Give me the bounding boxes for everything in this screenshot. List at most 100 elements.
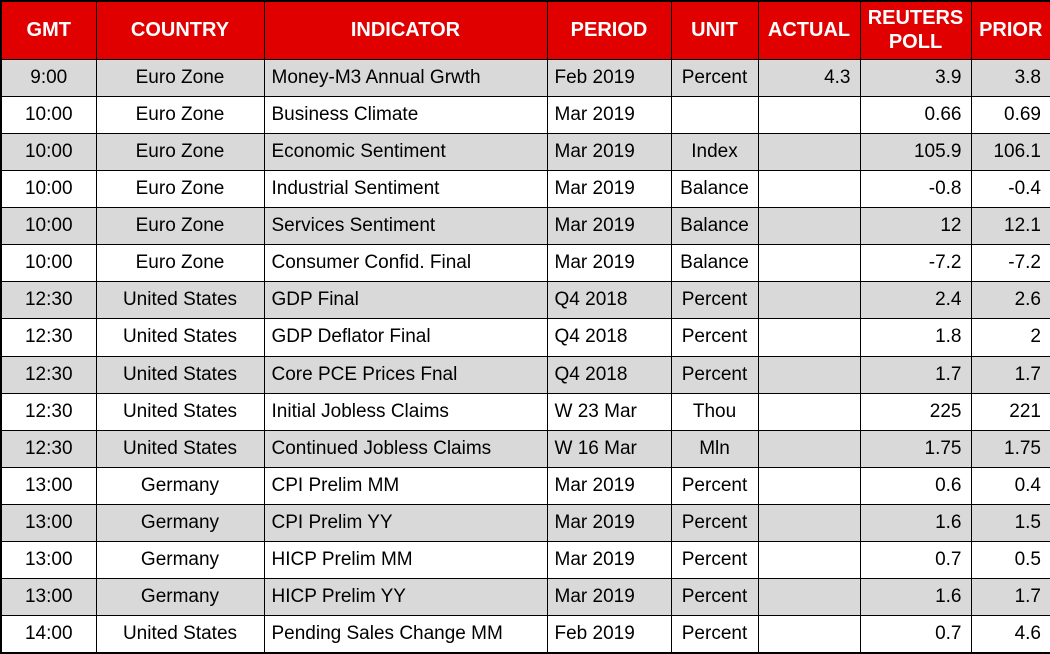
cell-unit: Percent [670,318,759,357]
cell-country: Euro Zone [95,206,265,246]
cell-unit: Index [670,132,759,171]
cell-country: Euro Zone [95,58,265,97]
cell-gmt: 9:00 [0,58,97,97]
table-body: 9:00 Euro Zone Money-M3 Annual Grwth Feb… [0,58,1050,654]
cell-unit: Balance [670,244,759,283]
cell-gmt: 12:30 [0,355,97,394]
table-row: 13:00 Germany HICP Prelim YY Mar 2019 Pe… [0,578,1050,617]
cell-prior: 0.4 [970,466,1050,506]
table-row: 12:30 United States GDP Deflator Final Q… [0,318,1050,357]
column-header-country: COUNTRY [95,0,265,60]
cell-country: Euro Zone [95,169,265,209]
cell-reuters-poll: 3.9 [859,58,972,97]
cell-period: Q4 2018 [546,281,672,320]
cell-indicator: Services Sentiment [263,206,548,246]
cell-prior: 12.1 [970,206,1050,246]
cell-indicator: Money-M3 Annual Grwth [263,58,548,97]
header-row: GMT COUNTRY INDICATOR PERIOD UNIT ACTUAL… [0,0,1050,60]
column-header-actual: ACTUAL [757,0,861,60]
table-row: 12:30 United States GDP Final Q4 2018 Pe… [0,281,1050,320]
cell-indicator: Core PCE Prices Fnal [263,355,548,394]
cell-period: Mar 2019 [546,541,672,580]
cell-reuters-poll: 0.7 [859,541,972,580]
cell-reuters-poll: 1.75 [859,429,972,468]
cell-country: United States [95,355,265,394]
table-row: 10:00 Euro Zone Industrial Sentiment Mar… [0,169,1050,209]
cell-unit: Percent [670,281,759,320]
cell-country: Euro Zone [95,95,265,134]
cell-actual [757,95,861,134]
cell-country: United States [95,318,265,357]
cell-indicator: GDP Deflator Final [263,318,548,357]
cell-gmt: 12:30 [0,392,97,431]
cell-period: W 16 Mar [546,429,672,468]
cell-reuters-poll: 12 [859,206,972,246]
cell-gmt: 14:00 [0,615,97,654]
cell-prior: -0.4 [970,169,1050,209]
cell-prior: 1.7 [970,578,1050,617]
table-row: 14:00 United States Pending Sales Change… [0,615,1050,654]
cell-prior: 1.5 [970,503,1050,543]
column-header-prior: PRIOR [970,0,1050,60]
cell-gmt: 12:30 [0,318,97,357]
cell-actual [757,615,861,654]
cell-reuters-poll: 1.8 [859,318,972,357]
table-row: 12:30 United States Initial Jobless Clai… [0,392,1050,431]
cell-gmt: 12:30 [0,281,97,320]
cell-country: Germany [95,578,265,617]
column-header-indicator: INDICATOR [263,0,548,60]
cell-actual [757,429,861,468]
cell-prior: 3.8 [970,58,1050,97]
cell-reuters-poll: 105.9 [859,132,972,171]
cell-prior: 0.69 [970,95,1050,134]
cell-indicator: Pending Sales Change MM [263,615,548,654]
cell-gmt: 12:30 [0,429,97,468]
cell-unit: Percent [670,615,759,654]
cell-period: W 23 Mar [546,392,672,431]
cell-gmt: 13:00 [0,466,97,506]
cell-actual [757,318,861,357]
cell-actual [757,244,861,283]
cell-country: Germany [95,466,265,506]
cell-period: Q4 2018 [546,318,672,357]
cell-gmt: 13:00 [0,541,97,580]
cell-unit: Mln [670,429,759,468]
cell-reuters-poll: 0.6 [859,466,972,506]
cell-prior: 221 [970,392,1050,431]
cell-indicator: Economic Sentiment [263,132,548,171]
cell-unit: Percent [670,466,759,506]
cell-indicator: Consumer Confid. Final [263,244,548,283]
cell-prior: 1.7 [970,355,1050,394]
cell-reuters-poll: -7.2 [859,244,972,283]
cell-indicator: CPI Prelim YY [263,503,548,543]
cell-actual [757,578,861,617]
cell-period: Mar 2019 [546,95,672,134]
cell-country: Germany [95,503,265,543]
cell-country: Euro Zone [95,244,265,283]
cell-reuters-poll: 0.7 [859,615,972,654]
column-header-gmt: GMT [0,0,97,60]
cell-country: Euro Zone [95,132,265,171]
table-row: 10:00 Euro Zone Services Sentiment Mar 2… [0,206,1050,246]
table-row: 9:00 Euro Zone Money-M3 Annual Grwth Feb… [0,58,1050,97]
table-row: 12:30 United States Continued Jobless Cl… [0,429,1050,468]
cell-unit: Percent [670,541,759,580]
table-row: 10:00 Euro Zone Economic Sentiment Mar 2… [0,132,1050,171]
cell-reuters-poll: 0.66 [859,95,972,134]
column-header-unit: UNIT [670,0,759,60]
cell-unit: Percent [670,503,759,543]
cell-reuters-poll: 1.7 [859,355,972,394]
cell-period: Mar 2019 [546,132,672,171]
cell-unit: Thou [670,392,759,431]
cell-prior: 4.6 [970,615,1050,654]
cell-unit: Balance [670,169,759,209]
cell-unit [670,95,759,134]
column-header-period: PERIOD [546,0,672,60]
cell-period: Mar 2019 [546,206,672,246]
cell-reuters-poll: 1.6 [859,503,972,543]
cell-prior: 2 [970,318,1050,357]
cell-unit: Percent [670,355,759,394]
cell-period: Mar 2019 [546,244,672,283]
table-row: 13:00 Germany CPI Prelim MM Mar 2019 Per… [0,466,1050,506]
cell-gmt: 10:00 [0,206,97,246]
